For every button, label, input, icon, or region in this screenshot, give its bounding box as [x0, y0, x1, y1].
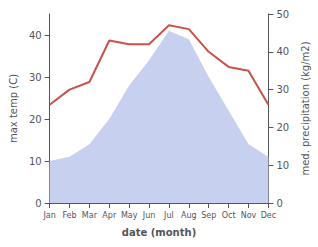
svg-text:20: 20: [29, 114, 42, 125]
svg-text:0: 0: [276, 198, 282, 209]
svg-text:Jan: Jan: [42, 211, 55, 220]
svg-text:Jul: Jul: [163, 211, 174, 220]
svg-text:20: 20: [276, 122, 289, 133]
svg-text:Oct: Oct: [222, 211, 236, 220]
svg-text:40: 40: [29, 30, 42, 41]
svg-text:30: 30: [276, 84, 289, 95]
svg-text:Jun: Jun: [142, 211, 156, 220]
svg-text:Aug: Aug: [181, 211, 197, 220]
svg-text:40: 40: [276, 46, 289, 57]
svg-text:Mar: Mar: [82, 211, 98, 220]
svg-text:0: 0: [35, 198, 41, 209]
svg-text:Apr: Apr: [102, 211, 117, 220]
svg-text:May: May: [121, 211, 138, 220]
svg-text:10: 10: [29, 156, 42, 167]
svg-text:max temp (C): max temp (C): [8, 74, 19, 143]
svg-text:Dec: Dec: [261, 211, 276, 220]
svg-text:med. precipitation (kg/m2): med. precipitation (kg/m2): [300, 41, 311, 175]
svg-text:Sep: Sep: [201, 211, 216, 220]
svg-text:30: 30: [29, 72, 42, 83]
svg-text:Nov: Nov: [241, 211, 257, 220]
svg-text:10: 10: [276, 160, 289, 171]
svg-text:date (month): date (month): [122, 227, 196, 238]
svg-text:Feb: Feb: [62, 211, 76, 220]
svg-text:50: 50: [276, 9, 289, 20]
